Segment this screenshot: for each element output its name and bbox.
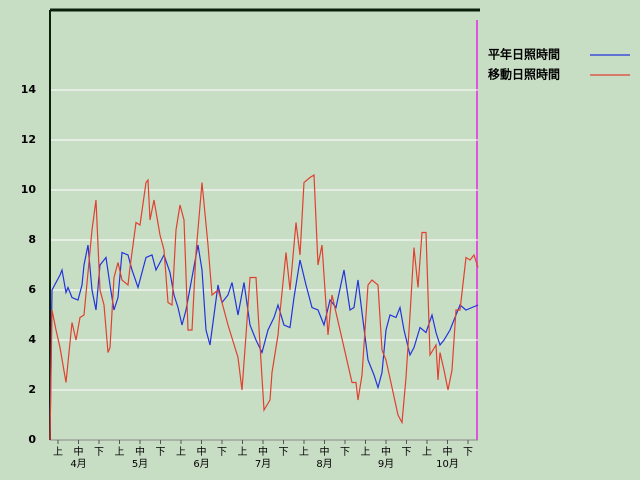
- y-tick-label: 4: [28, 333, 36, 346]
- x-tick-label: 下: [463, 447, 473, 458]
- legend-label: 平年日照時間: [488, 47, 560, 62]
- x-tick-label: 上: [115, 446, 125, 458]
- month-label: 4月: [70, 458, 86, 470]
- x-tick-label: 上: [53, 446, 63, 458]
- month-label: 9月: [378, 458, 394, 470]
- x-tick-label: 上: [361, 446, 371, 458]
- y-tick-label: 2: [28, 383, 36, 396]
- x-tick-label: 下: [340, 447, 350, 458]
- series-line: [49, 244, 479, 441]
- x-tick-label: 上: [299, 446, 309, 458]
- y-tick-label: 6: [28, 283, 36, 296]
- x-tick-label: 上: [422, 446, 432, 458]
- x-tick-label: 下: [279, 447, 289, 458]
- x-tick-label: 中: [320, 445, 330, 458]
- series-line: [49, 173, 479, 441]
- month-label: 8月: [316, 458, 332, 470]
- y-tick-label: 14: [21, 83, 37, 96]
- x-tick-label: 中: [443, 445, 453, 458]
- y-tick-label: 10: [21, 183, 37, 196]
- x-tick-label: 上: [238, 446, 248, 458]
- y-tick-label: 8: [28, 233, 36, 246]
- month-label: 7月: [255, 458, 271, 470]
- x-tick-label: 中: [258, 445, 268, 458]
- y-tick-label: 12: [21, 133, 36, 146]
- x-tick-label: 中: [381, 445, 391, 458]
- legend-label: 移動日照時間: [488, 67, 560, 82]
- month-label: 10月: [436, 458, 459, 470]
- x-tick-label: 中: [197, 445, 207, 458]
- x-tick-label: 中: [74, 445, 84, 458]
- y-tick-label: 0: [28, 433, 36, 446]
- month-label: 5月: [132, 458, 148, 470]
- x-tick-label: 中: [135, 445, 145, 458]
- x-tick-label: 下: [217, 447, 227, 458]
- month-label: 6月: [193, 458, 209, 470]
- x-tick-label: 上: [176, 446, 186, 458]
- x-tick-label: 下: [156, 447, 166, 458]
- x-tick-label: 下: [402, 447, 412, 458]
- x-tick-label: 下: [94, 447, 104, 458]
